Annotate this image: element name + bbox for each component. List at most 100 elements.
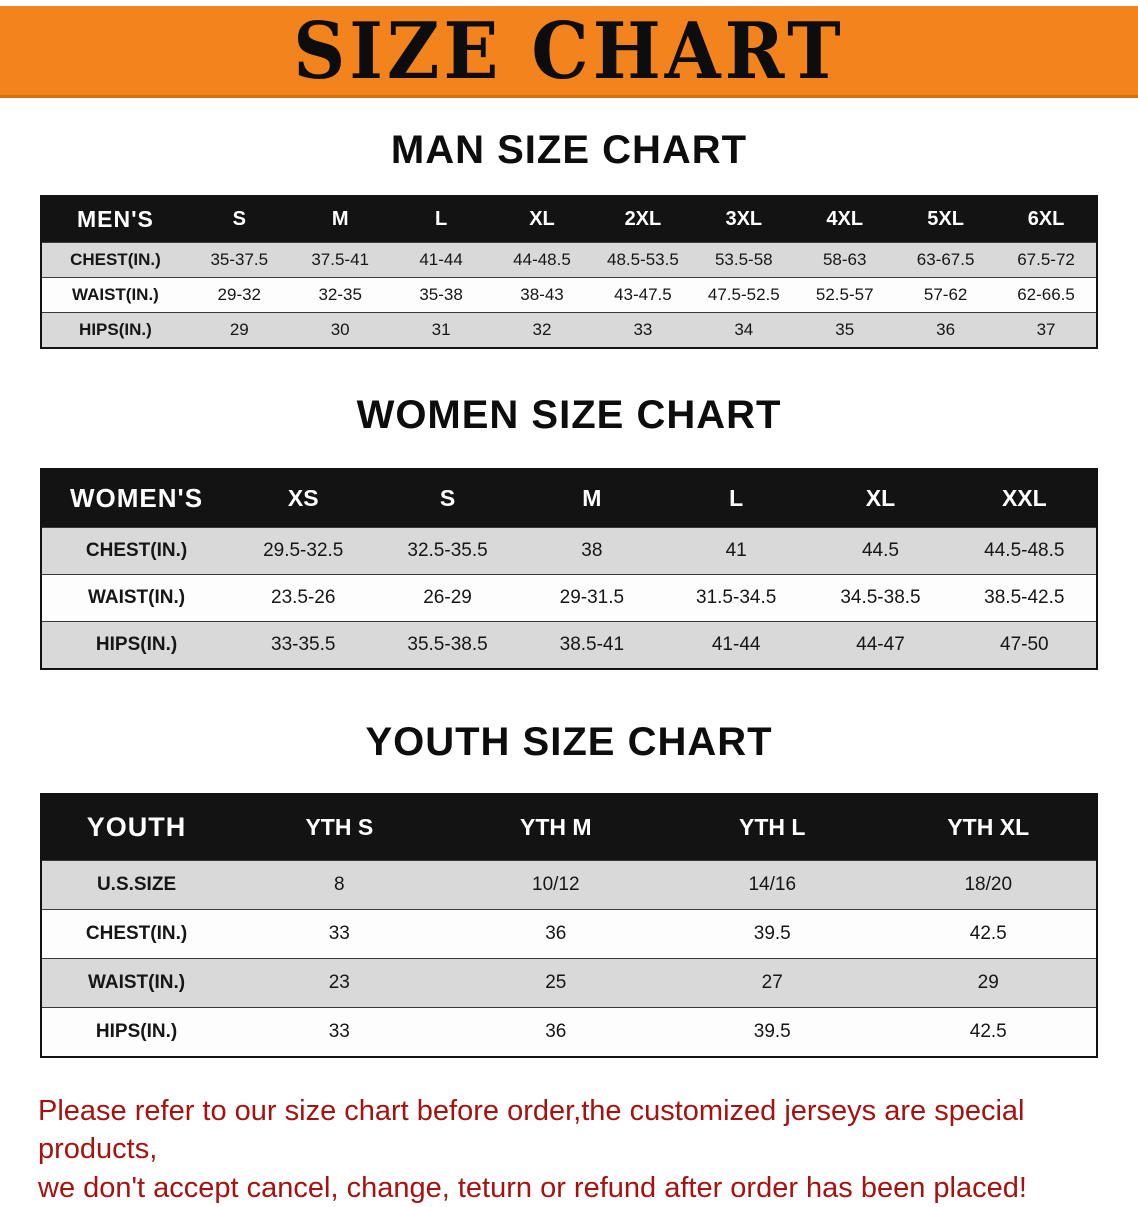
value-cell: 63-67.5 <box>916 250 975 269</box>
size-header-cell: XXL <box>952 469 1097 528</box>
size-header-cell: M <box>289 196 391 243</box>
size-header-cell: XL <box>491 196 593 243</box>
value-cell: 34 <box>734 320 754 339</box>
table-row: U.S.SIZE 8 10/12 14/16 18/20 <box>41 860 1097 910</box>
size-header-cell: XL <box>808 469 953 528</box>
table-header-row: MEN'S S M L XL 2XL 3XL 4XL 5XL 6XL <box>41 196 1097 243</box>
notice-line-2: we don't accept cancel, change, teturn o… <box>38 1171 1027 1204</box>
table-row: WAIST(IN.) 23.5-26 26-29 29-31.5 31.5-34.5 34… <box>41 574 1097 622</box>
row-label-cell: WAIST(IN.) <box>87 972 186 993</box>
size-header-cell: 2XL <box>592 196 694 243</box>
value-cell: 37.5-41 <box>311 250 370 269</box>
table-row: CHEST(IN.) 33 36 39.5 42.5 <box>41 909 1097 959</box>
value-cell: 33 <box>328 923 350 944</box>
value-cell: 29-32 <box>217 285 262 304</box>
value-cell: 67.5-72 <box>1017 250 1075 269</box>
size-chart-page: SIZE CHART MAN SIZE CHART MEN'S S M L XL 2XL 3… <box>0 5 1138 1207</box>
size-header-cell: YTH M <box>447 794 665 861</box>
value-cell: 35.5-38.5 <box>407 634 488 655</box>
size-header-cell: L <box>390 196 492 243</box>
value-cell: 38 <box>581 540 603 561</box>
youth-size-section: YOUTH SIZE CHART YOUTH YTH S YTH M YTH L YTH… <box>0 720 1138 1058</box>
youth-size-table: YOUTH YTH S YTH M YTH L YTH XL U.S.SIZE 8 10/12… <box>40 793 1098 1058</box>
value-cell: 36 <box>936 320 956 339</box>
value-cell: 33-35.5 <box>271 634 336 655</box>
value-cell: 39.5 <box>753 1021 791 1042</box>
value-cell: 57-62 <box>923 285 968 304</box>
row-label-cell: HIPS(IN.) <box>95 1021 178 1042</box>
value-cell: 35-38 <box>419 285 463 304</box>
row-label-cell: CHEST(IN.) <box>85 923 188 944</box>
row-label-cell: HIPS(IN.) <box>79 320 152 339</box>
table-title-cell: MEN'S <box>41 196 189 243</box>
value-cell: 30 <box>330 320 350 339</box>
size-header-cell: L <box>664 469 809 528</box>
size-header-cell: S <box>375 469 520 528</box>
value-cell: 38-43 <box>520 285 564 304</box>
value-cell: 52.5-57 <box>815 285 874 304</box>
value-cell: 47.5-52.5 <box>707 285 780 304</box>
size-header-cell: S <box>188 196 290 243</box>
size-header-cell: M <box>519 469 665 528</box>
women-size-section: WOMEN SIZE CHART WOMEN'S XS S M L XL XXL CHEST(… <box>0 393 1138 670</box>
value-cell: 32.5-35.5 <box>407 540 488 561</box>
men-section-heading: MAN SIZE CHART <box>390 128 748 172</box>
size-header-cell: YTH XL <box>880 794 1097 861</box>
women-size-table: WOMEN'S XS S M L XL XXL CHEST(IN.) 29.5-32.5 32.5… <box>40 468 1098 670</box>
notice-line-1: Please refer to our size chart before or… <box>38 1095 1025 1166</box>
value-cell: 38.5-42.5 <box>984 587 1065 608</box>
value-cell: 41 <box>725 540 747 561</box>
men-size-section: MAN SIZE CHART MEN'S S M L XL 2XL 3XL 4XL 5XL 6XL… <box>0 128 1138 349</box>
value-cell: 42.5 <box>969 1021 1007 1042</box>
size-header-cell: XS <box>231 469 376 528</box>
size-header-cell: 6XL <box>996 196 1097 243</box>
row-label-cell: CHEST(IN.) <box>70 250 161 269</box>
value-cell: 10/12 <box>532 874 580 895</box>
value-cell: 48.5-53.5 <box>606 250 679 269</box>
table-row: CHEST(IN.) 35-37.5 37.5-41 41-44 44-48.5 48.5… <box>41 242 1097 278</box>
value-cell: 32 <box>532 320 552 339</box>
value-cell: 26-29 <box>423 587 472 608</box>
value-cell: 23 <box>328 972 350 993</box>
value-cell: 43-47.5 <box>614 285 672 304</box>
value-cell: 39.5 <box>753 923 791 944</box>
value-cell: 37 <box>1036 320 1056 339</box>
size-header-cell: 4XL <box>794 196 896 243</box>
value-cell: 53.5-58 <box>714 250 773 269</box>
order-notice: Please refer to our size chart before or… <box>38 1092 1100 1207</box>
value-cell: 27 <box>761 972 783 993</box>
value-cell: 58-63 <box>822 250 867 269</box>
value-cell: 31.5-34.5 <box>696 587 777 608</box>
value-cell: 44-48.5 <box>513 250 571 269</box>
youth-section-heading: YOUTH SIZE CHART <box>365 720 773 764</box>
row-label-cell: WAIST(IN.) <box>71 285 159 304</box>
value-cell: 29-31.5 <box>559 587 625 608</box>
table-title-cell: YOUTH <box>41 794 232 861</box>
value-cell: 32-35 <box>318 285 362 304</box>
banner: SIZE CHART <box>0 5 1138 98</box>
value-cell: 31 <box>431 320 451 339</box>
row-label-cell: WAIST(IN.) <box>87 587 186 608</box>
size-header-cell: YTH L <box>664 794 881 861</box>
table-header-row: WOMEN'S XS S M L XL XXL <box>41 469 1097 528</box>
value-cell: 35-37.5 <box>210 250 269 269</box>
value-cell: 44.5-48.5 <box>984 540 1065 561</box>
table-row: WAIST(IN.) 23 25 27 29 <box>41 958 1097 1008</box>
row-label-cell: U.S.SIZE <box>96 874 177 895</box>
row-label-cell: HIPS(IN.) <box>95 634 178 655</box>
value-cell: 29 <box>229 320 249 339</box>
value-cell: 18/20 <box>964 874 1013 895</box>
value-cell: 41-44 <box>711 634 761 655</box>
table-row: HIPS(IN.) 29 30 31 32 33 34 35 36 37 <box>41 312 1097 348</box>
table-row: HIPS(IN.) 33-35.5 35.5-38.5 38.5-41 41-44 44-… <box>41 621 1097 669</box>
value-cell: 29.5-32.5 <box>263 540 344 561</box>
row-label-cell: CHEST(IN.) <box>85 540 188 561</box>
value-cell: 14/16 <box>748 874 797 895</box>
value-cell: 33 <box>633 320 653 339</box>
table-row: CHEST(IN.) 29.5-32.5 32.5-35.5 38 41 44.5 44.5… <box>41 527 1097 575</box>
value-cell: 8 <box>334 874 345 895</box>
value-cell: 36 <box>545 1021 567 1042</box>
value-cell: 44.5 <box>861 540 899 561</box>
value-cell: 38.5-41 <box>559 634 625 655</box>
value-cell: 23.5-26 <box>271 587 336 608</box>
